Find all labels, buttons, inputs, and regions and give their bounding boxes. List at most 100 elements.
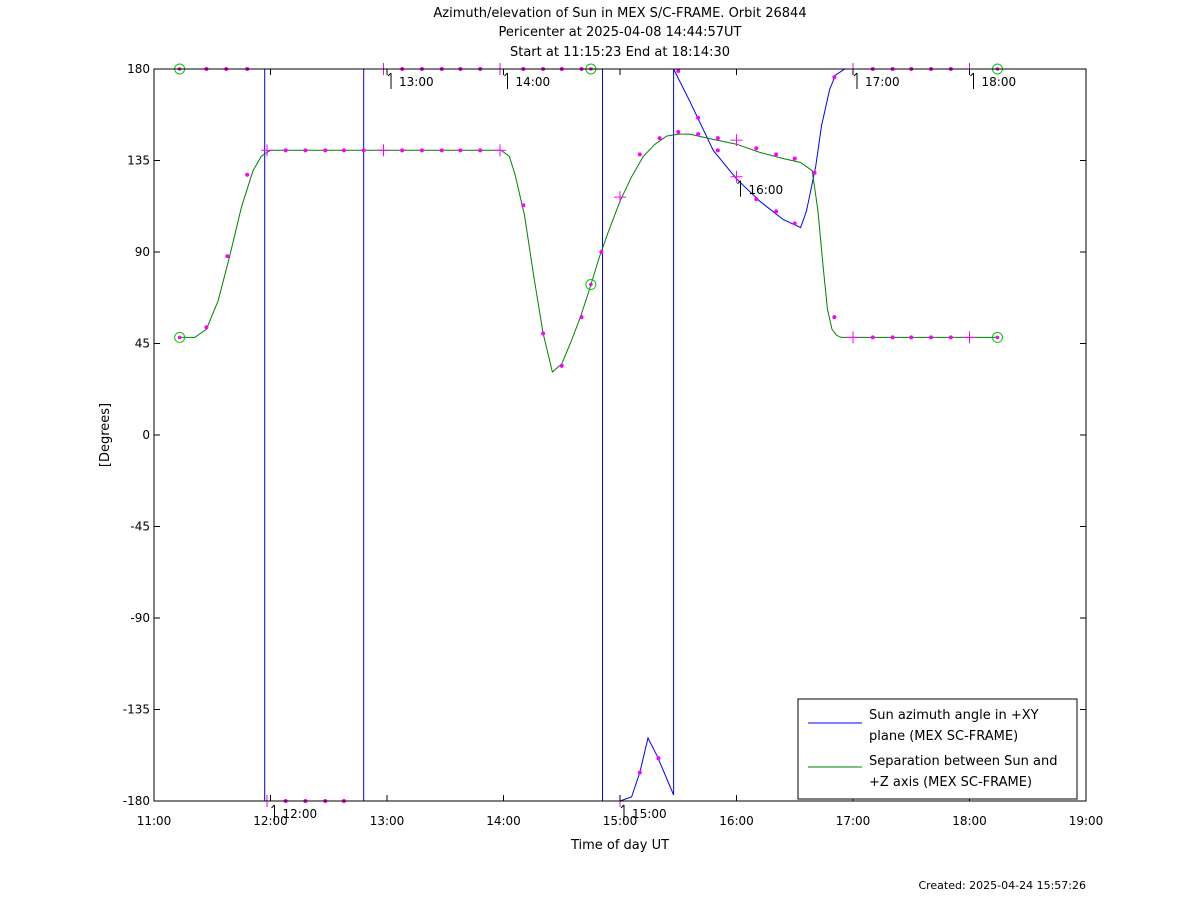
- marker-dot: [909, 335, 914, 340]
- marker-dot: [341, 148, 346, 153]
- x-tick-label: 19:00: [1069, 814, 1104, 828]
- x-tick-label: 12:00: [253, 814, 288, 828]
- title-line-1: Azimuth/elevation of Sun in MEX S/C-FRAM…: [433, 6, 806, 21]
- x-tick-label: 17:00: [836, 814, 871, 828]
- marker-dot: [204, 325, 209, 330]
- marker-dot: [696, 115, 701, 120]
- time-annotation-hook: [853, 72, 858, 77]
- y-tick-label: -90: [130, 611, 150, 625]
- marker-dot: [754, 146, 759, 151]
- y-tick-label: 0: [142, 428, 150, 442]
- chart-title: Azimuth/elevation of Sun in MEX S/C-FRAM…: [433, 6, 806, 60]
- title-line-2: Pericenter at 2025-04-08 14:44:57UT: [498, 25, 741, 40]
- azimuth-series-line: [179, 68, 998, 802]
- marker-dot: [323, 148, 328, 153]
- y-tick-label: 135: [127, 154, 150, 168]
- marker-dot: [478, 148, 483, 153]
- marker-dot: [832, 75, 837, 80]
- marker-dot: [870, 335, 875, 340]
- marker-dot: [303, 148, 308, 153]
- marker-dot: [361, 148, 366, 153]
- marker-circle: [174, 331, 186, 343]
- title-line-3: Start at 11:15:23 End at 18:14:30: [510, 45, 730, 60]
- time-annotation-hook: [970, 72, 974, 77]
- time-annotation-hook: [737, 180, 741, 185]
- marker-dot: [579, 315, 584, 320]
- series-lines: [179, 68, 998, 802]
- data-markers: [174, 63, 1003, 807]
- marker-dot: [541, 331, 546, 336]
- x-tick-label: 13:00: [370, 814, 405, 828]
- marker-dot: [676, 69, 681, 74]
- marker-dot: [283, 148, 288, 153]
- time-annotation-label: 13:00: [399, 75, 434, 89]
- marker-circle: [991, 331, 1003, 343]
- y-tick-label: -180: [123, 794, 150, 808]
- x-tick-label: 18:00: [952, 814, 987, 828]
- y-tick-label: -135: [123, 703, 150, 717]
- marker-dot: [832, 315, 837, 320]
- marker-dot: [419, 148, 424, 153]
- marker-dot: [245, 172, 250, 177]
- marker-dot: [812, 170, 817, 175]
- marker-dot: [637, 770, 642, 775]
- marker-dot: [657, 136, 662, 141]
- marker-dot: [225, 254, 230, 259]
- x-tick-label: 11:00: [137, 814, 172, 828]
- marker-circle-center: [995, 335, 1000, 340]
- time-annotation-hook: [271, 804, 275, 809]
- legend-label-separation-1: Separation between Sun and: [869, 754, 1057, 769]
- y-axis-ticks: 180 135 90 45 0 -45 -90 -135 -180: [123, 62, 1086, 808]
- marker-circle: [585, 279, 597, 291]
- marker-circle-center: [589, 282, 593, 287]
- marker-dot: [792, 156, 797, 161]
- x-axis-ticks: 11:00 12:00 13:00 14:00 15:00 16:00 17:00 18:00…: [137, 69, 1104, 828]
- time-annotation-label: 12:00: [283, 807, 318, 821]
- marker-dot: [676, 130, 681, 135]
- marker-dot: [458, 148, 463, 153]
- time-annotation-label: 18:00: [982, 75, 1017, 89]
- x-tick-label: 15:00: [603, 814, 638, 828]
- marker-dot: [439, 148, 444, 153]
- marker-dot: [715, 136, 720, 141]
- y-tick-label: 90: [135, 245, 150, 259]
- created-timestamp: Created: 2025-04-24 15:57:26: [918, 879, 1086, 892]
- plot-frame: [153, 68, 1087, 802]
- marker-dot: [715, 148, 720, 153]
- marker-dot: [559, 363, 564, 368]
- time-annotation-label: 17:00: [865, 75, 900, 89]
- marker-dot: [521, 203, 526, 208]
- time-annotation-label: 14:00: [516, 75, 551, 89]
- legend-label-azimuth-1: Sun azimuth angle in +XY: [869, 708, 1039, 723]
- marker-dot: [599, 250, 604, 254]
- marker-dot: [792, 221, 797, 226]
- marker-dot: [400, 148, 405, 153]
- separation-series-line: [179, 133, 998, 373]
- legend-label-azimuth-2: plane (MEX SC-FRAME): [869, 729, 1018, 744]
- marker-circle-center: [177, 335, 182, 340]
- marker-dot: [774, 209, 779, 214]
- y-axis-label: [Degrees]: [98, 403, 113, 467]
- time-annotations: 12:00 13:00 14:00 15:00 16:00 17:00 18:00: [271, 72, 1017, 821]
- x-tick-label: 16:00: [719, 814, 754, 828]
- time-annotation-hook: [620, 804, 625, 809]
- marker-dot: [637, 152, 642, 157]
- marker-dot: [890, 335, 895, 340]
- time-annotation-hook: [387, 72, 392, 77]
- time-annotation-label: 15:00: [632, 807, 667, 821]
- time-annotation-label: 16:00: [749, 183, 784, 197]
- y-tick-label: 45: [135, 337, 150, 351]
- x-tick-label: 14:00: [486, 814, 521, 828]
- y-tick-label: -45: [130, 520, 150, 534]
- legend: Sun azimuth angle in +XY plane (MEX SC-F…: [797, 698, 1078, 800]
- marker-dot: [696, 132, 701, 137]
- legend-label-separation-2: +Z axis (MEX SC-FRAME): [869, 775, 1032, 790]
- marker-dot: [948, 335, 953, 340]
- marker-dot: [754, 197, 759, 202]
- y-tick-label: 180: [127, 62, 150, 76]
- marker-dot: [656, 756, 661, 761]
- marker-dot: [929, 335, 934, 340]
- marker-dot: [774, 152, 779, 157]
- time-annotation-hook: [504, 72, 508, 77]
